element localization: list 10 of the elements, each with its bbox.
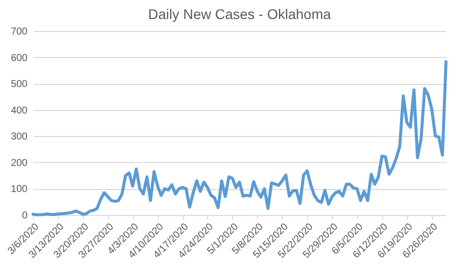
y-tick-label: 200: [10, 158, 28, 169]
y-tick-label: 600: [10, 52, 28, 64]
chart-title: Daily New Cases - Oklahoma: [148, 6, 332, 22]
y-tick-label: 400: [10, 105, 28, 116]
line-series: [32, 60, 448, 216]
y-tick-label: 700: [10, 26, 28, 38]
y-tick-label: 0: [22, 210, 28, 222]
y-tick-label: 100: [10, 184, 28, 196]
y-tick-label: 300: [10, 132, 28, 143]
y-tick-label: 500: [10, 79, 28, 90]
